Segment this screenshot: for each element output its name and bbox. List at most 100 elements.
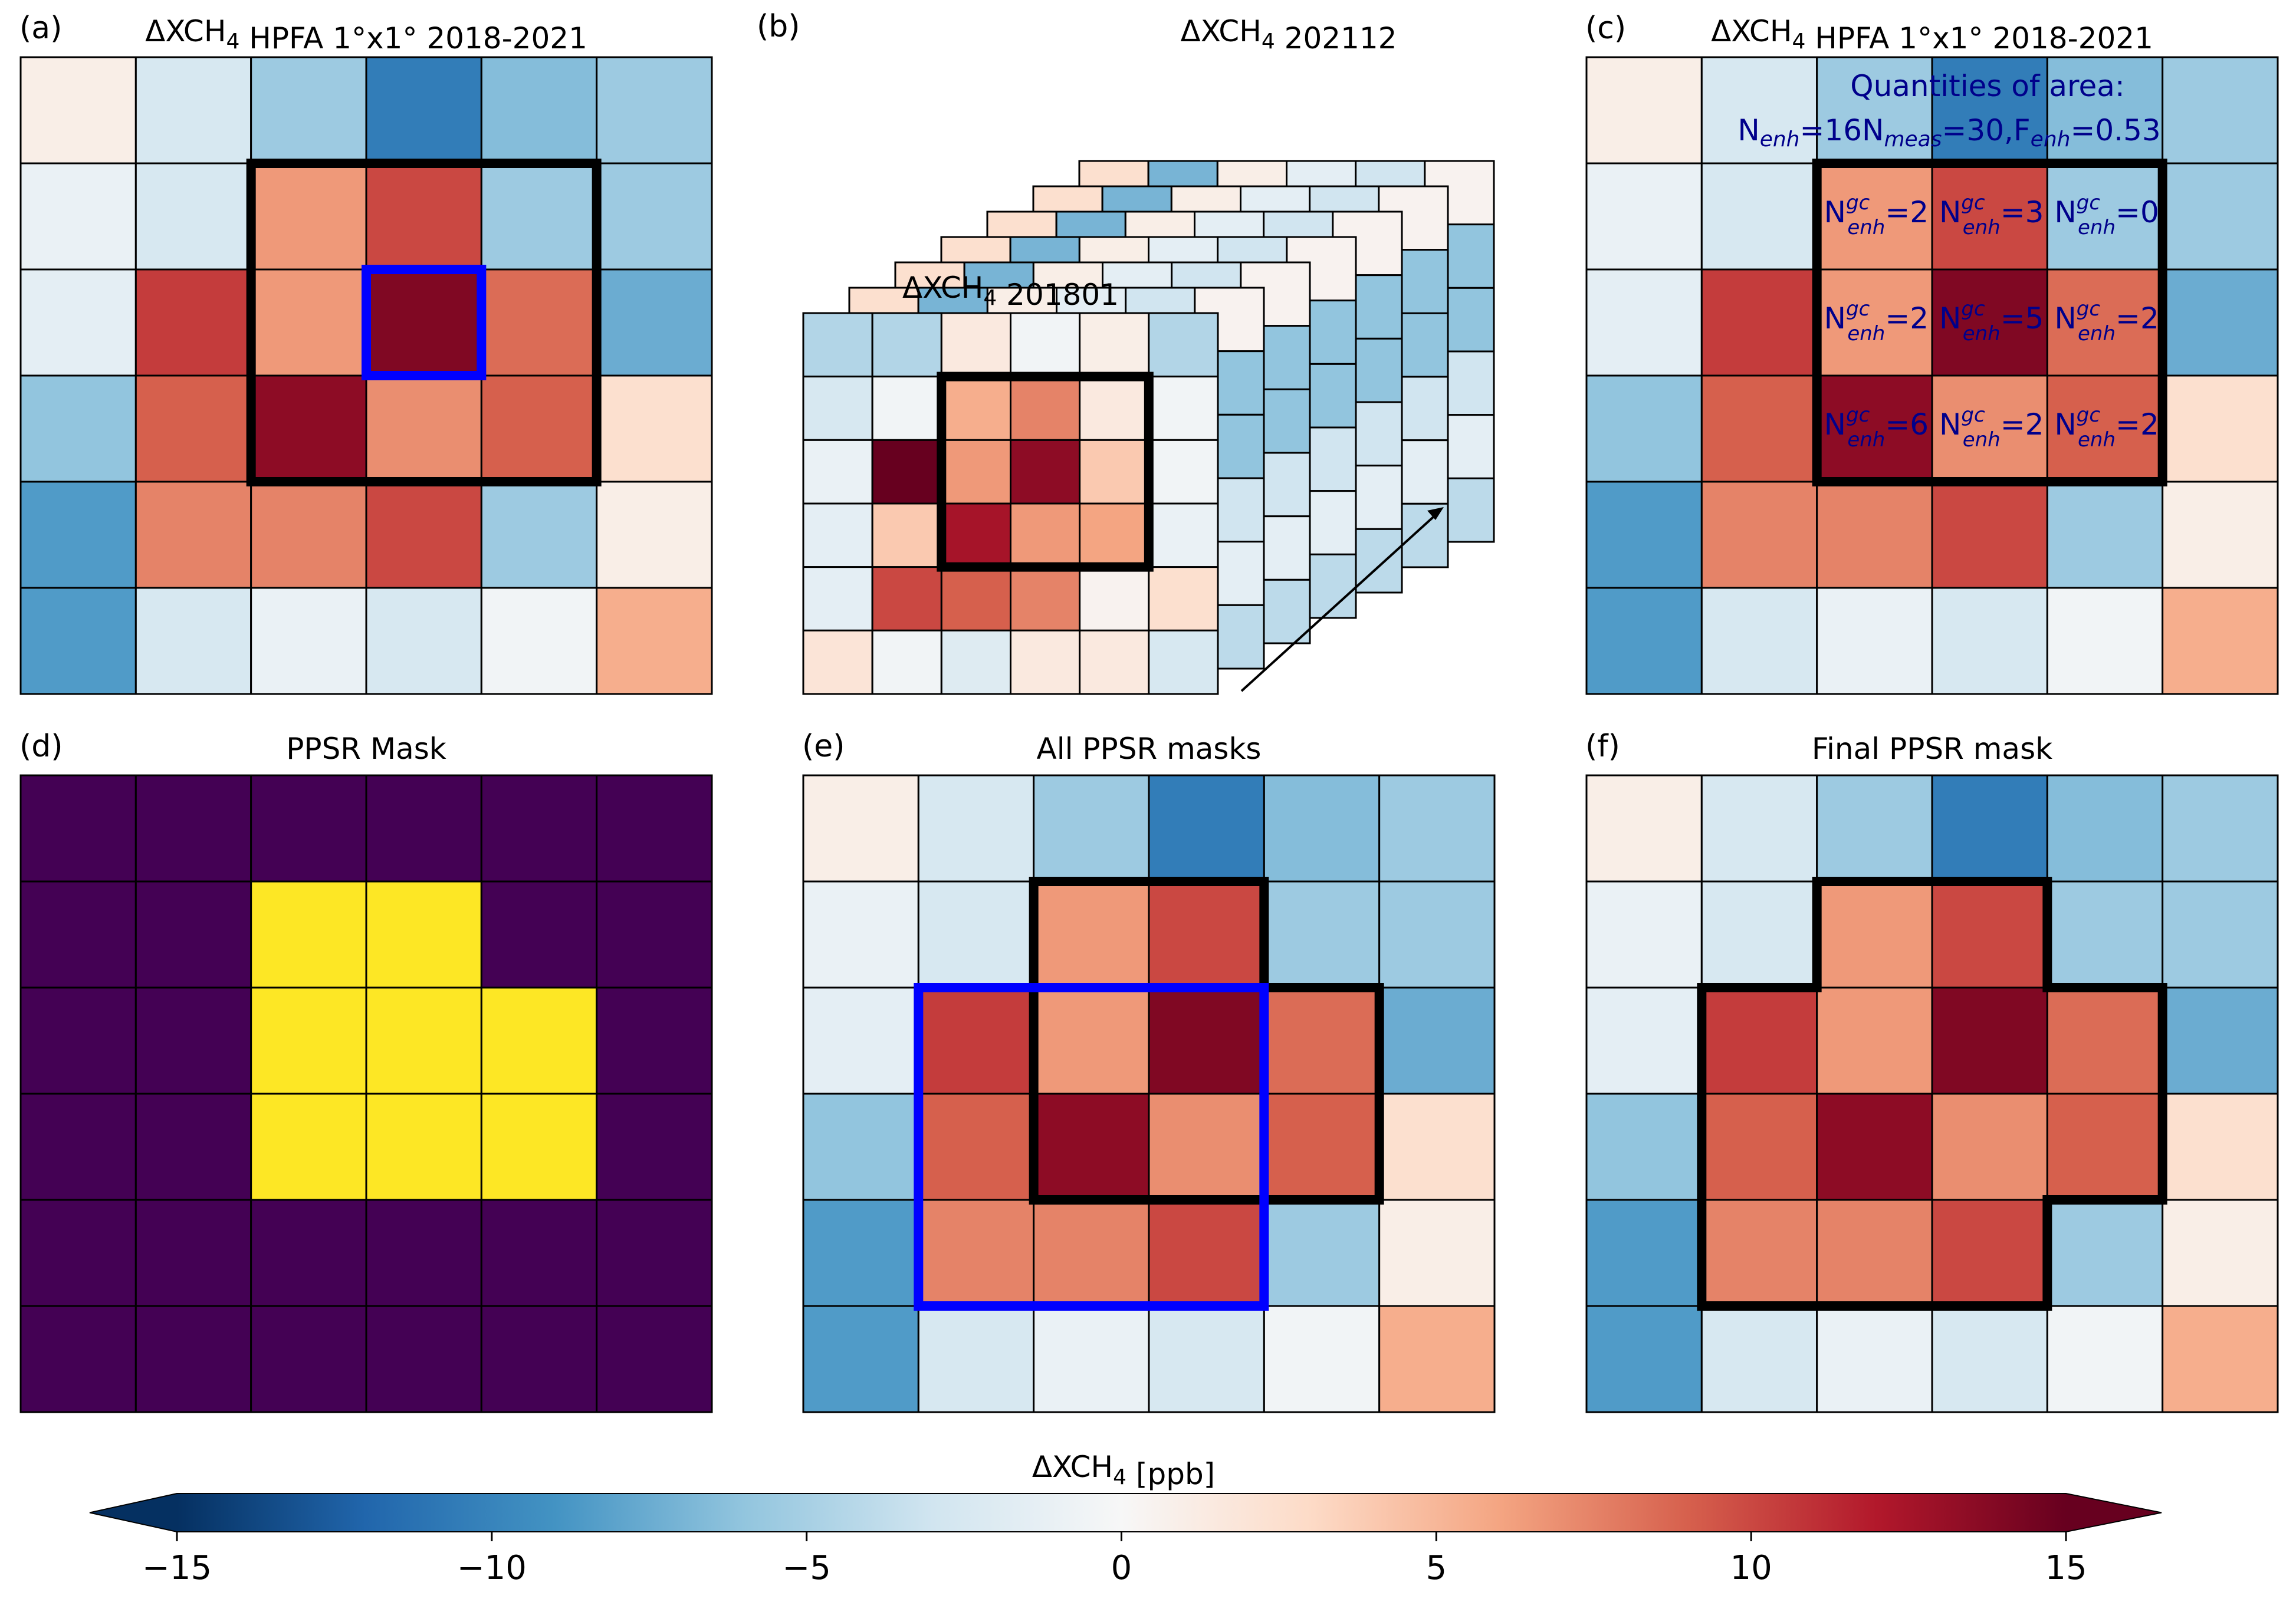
panel-c-cell <box>1700 481 1818 589</box>
time-arrow <box>1240 511 1440 692</box>
panel-b-front-cell <box>1079 439 1150 505</box>
panel-e-cell <box>1148 1199 1265 1307</box>
panel-e-cell <box>917 986 1035 1095</box>
panel-f-cell <box>1700 880 1818 989</box>
panel-f-cell <box>1816 774 1933 883</box>
panel-a-cell <box>596 481 713 589</box>
colorbar-tick-label: 15 <box>2045 1549 2087 1587</box>
cell-enhanced-count: Ngc enh=2 <box>2054 403 2159 452</box>
panel-e-cell <box>1378 986 1496 1095</box>
panel-f-cell <box>1585 1305 1703 1413</box>
panel-f-cell <box>2162 1093 2279 1201</box>
panel-b-front-cell <box>1010 439 1081 505</box>
panel-a-cell <box>134 481 252 589</box>
panel-b-front-cell <box>802 566 873 631</box>
panel-b-front-cell <box>1010 566 1081 631</box>
colorbar-tick-label: −5 <box>782 1549 831 1587</box>
panel-b-front-cell <box>802 502 873 568</box>
panel-c-cell <box>1931 162 2048 271</box>
panel-c: ΔXCH4 HPFA 1°x1° 2018-2021 (c) Quantities … <box>1585 11 2279 695</box>
panel-d-frame <box>19 774 713 1413</box>
panel-c-cell <box>1931 268 2048 377</box>
panel-e-cell <box>917 1199 1035 1307</box>
panel-b-front-cell <box>940 376 1012 441</box>
cell-enhanced-count: Ngc enh=2 <box>2054 297 2159 346</box>
panel-e-cell <box>1263 774 1381 883</box>
panel-d-cell <box>19 1199 137 1307</box>
cell-enhanced-count: Ngc enh=5 <box>1939 297 2044 346</box>
panel-label: (d) <box>19 729 63 764</box>
panel-f-cell <box>2162 880 2279 989</box>
panel-e-cell <box>1148 774 1265 883</box>
panel-a-cell <box>134 268 252 377</box>
colorbar-tick-label: 10 <box>1730 1549 1772 1587</box>
panel-a-cell <box>19 56 137 165</box>
panel-e: All PPSR masks (e) <box>802 729 1496 1413</box>
panel-b-front-cell <box>802 312 873 378</box>
panel-f-cell <box>1931 1093 2048 1201</box>
panel-d-cell <box>19 986 137 1095</box>
panel-label: (c) <box>1585 11 1626 46</box>
panel-a-cell <box>596 374 713 483</box>
panel-a-cell <box>19 587 137 695</box>
panel-b-front-cell <box>871 439 942 505</box>
panel-c-cell <box>1700 268 1818 377</box>
panel-d-cell <box>19 774 137 883</box>
panel-e-cell <box>1033 880 1150 989</box>
panel-a-cell <box>19 374 137 483</box>
panel-d-cell <box>365 1093 482 1201</box>
panel-e-cell <box>1378 1305 1496 1413</box>
panel-b-front-cell <box>1148 439 1219 505</box>
panel-f-cell <box>2046 1305 2164 1413</box>
colorbar-gradient <box>177 1493 2066 1532</box>
panel-a-cell <box>365 587 482 695</box>
panel-e-cell <box>1033 1093 1150 1201</box>
panel-f-frame <box>1585 774 2279 1413</box>
panel-b-front-cell <box>802 629 873 695</box>
panel-c-frame <box>1585 56 2279 695</box>
panel-b-front-cell <box>871 502 942 568</box>
panel-c-cell <box>2162 162 2279 271</box>
panel-c-cell <box>2162 56 2279 165</box>
panel-f-cell <box>2046 880 2164 989</box>
area-quantities-heading: Quantities of area: <box>1850 69 2125 103</box>
panel-a-cell <box>480 56 598 165</box>
panel-a-cell <box>250 268 367 377</box>
panel-d-cell <box>134 1305 252 1413</box>
panel-a-cell <box>19 268 137 377</box>
panel-e-cell <box>802 986 919 1095</box>
panel-d-cell <box>134 986 252 1095</box>
panel-a-cell <box>596 162 713 271</box>
panel-b: ΔXCH4 202112 ΔXCH4 201801 (b) <box>757 9 1495 695</box>
panel-label: (e) <box>802 729 845 764</box>
panel-e-cell <box>1033 1199 1150 1307</box>
panel-c-cell <box>1700 162 1818 271</box>
panel-e-cell <box>1148 986 1265 1095</box>
panel-b-front-cell <box>1079 566 1150 631</box>
panel-b-front-cell <box>1010 376 1081 441</box>
panel-c-cell <box>2046 481 2164 589</box>
panel-c-cell <box>1585 56 1703 165</box>
panel-d-cell <box>365 880 482 989</box>
panel-b-front-cell <box>871 376 942 441</box>
panel-f-cell <box>1816 1093 1933 1201</box>
panel-d-cell <box>365 1199 482 1307</box>
colorbar-label: ΔXCH4 [ppb] <box>1032 1450 1215 1491</box>
panel-d-cell <box>596 1093 713 1201</box>
panel-c-cell <box>1700 587 1818 695</box>
panel-f-cell <box>1585 880 1703 989</box>
colorbar-tick-label: −10 <box>457 1549 527 1587</box>
panel-e-cell <box>1378 880 1496 989</box>
f-enh-value: 0.53 <box>2095 113 2160 147</box>
panel-c-cell <box>2046 268 2164 377</box>
panel-b-front-cell <box>871 312 942 378</box>
panel-a-cell <box>134 162 252 271</box>
panel-a-cell <box>134 56 252 165</box>
panel-f-cell <box>2046 1199 2164 1307</box>
panel-d-cell <box>250 774 367 883</box>
panel-c-cell <box>1585 162 1703 271</box>
panel-a-cell <box>250 481 367 589</box>
panel-c-cell <box>2162 374 2279 483</box>
panel-d-cell <box>365 1305 482 1413</box>
